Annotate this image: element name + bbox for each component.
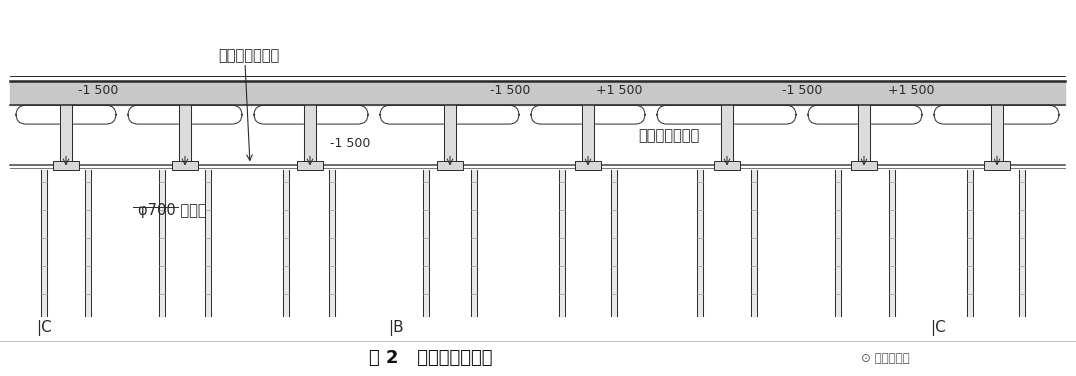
Text: 蓄水池底地面线: 蓄水池底地面线 <box>638 129 699 143</box>
Text: -1 500: -1 500 <box>330 138 370 150</box>
Bar <box>437 161 463 170</box>
FancyBboxPatch shape <box>380 105 519 124</box>
FancyBboxPatch shape <box>808 105 922 124</box>
Text: +1 500: +1 500 <box>888 84 934 97</box>
FancyBboxPatch shape <box>530 105 645 124</box>
FancyBboxPatch shape <box>934 105 1059 124</box>
FancyBboxPatch shape <box>657 105 796 124</box>
Text: |C: |C <box>36 320 52 336</box>
Bar <box>851 161 877 170</box>
Bar <box>714 161 740 170</box>
Bar <box>297 161 323 170</box>
Text: φ700 钢管桩: φ700 钢管桩 <box>138 203 207 218</box>
Text: -1 500: -1 500 <box>781 84 822 97</box>
FancyBboxPatch shape <box>254 105 368 124</box>
Text: |C: |C <box>930 320 946 336</box>
Text: -1 500: -1 500 <box>77 84 118 97</box>
Text: ⊙ 拉森钢板桩: ⊙ 拉森钢板桩 <box>861 352 909 364</box>
Text: 蓄水池底地面线: 蓄水池底地面线 <box>218 48 280 63</box>
Text: |B: |B <box>388 320 404 336</box>
Bar <box>172 161 198 170</box>
FancyBboxPatch shape <box>16 105 116 124</box>
FancyBboxPatch shape <box>128 105 242 124</box>
Bar <box>53 161 79 170</box>
Text: +1 500: +1 500 <box>596 84 642 97</box>
Bar <box>575 161 601 170</box>
Bar <box>983 161 1010 170</box>
Text: 图 2   滑行道桥立面图: 图 2 滑行道桥立面图 <box>369 349 492 367</box>
Text: -1 500: -1 500 <box>490 84 530 97</box>
